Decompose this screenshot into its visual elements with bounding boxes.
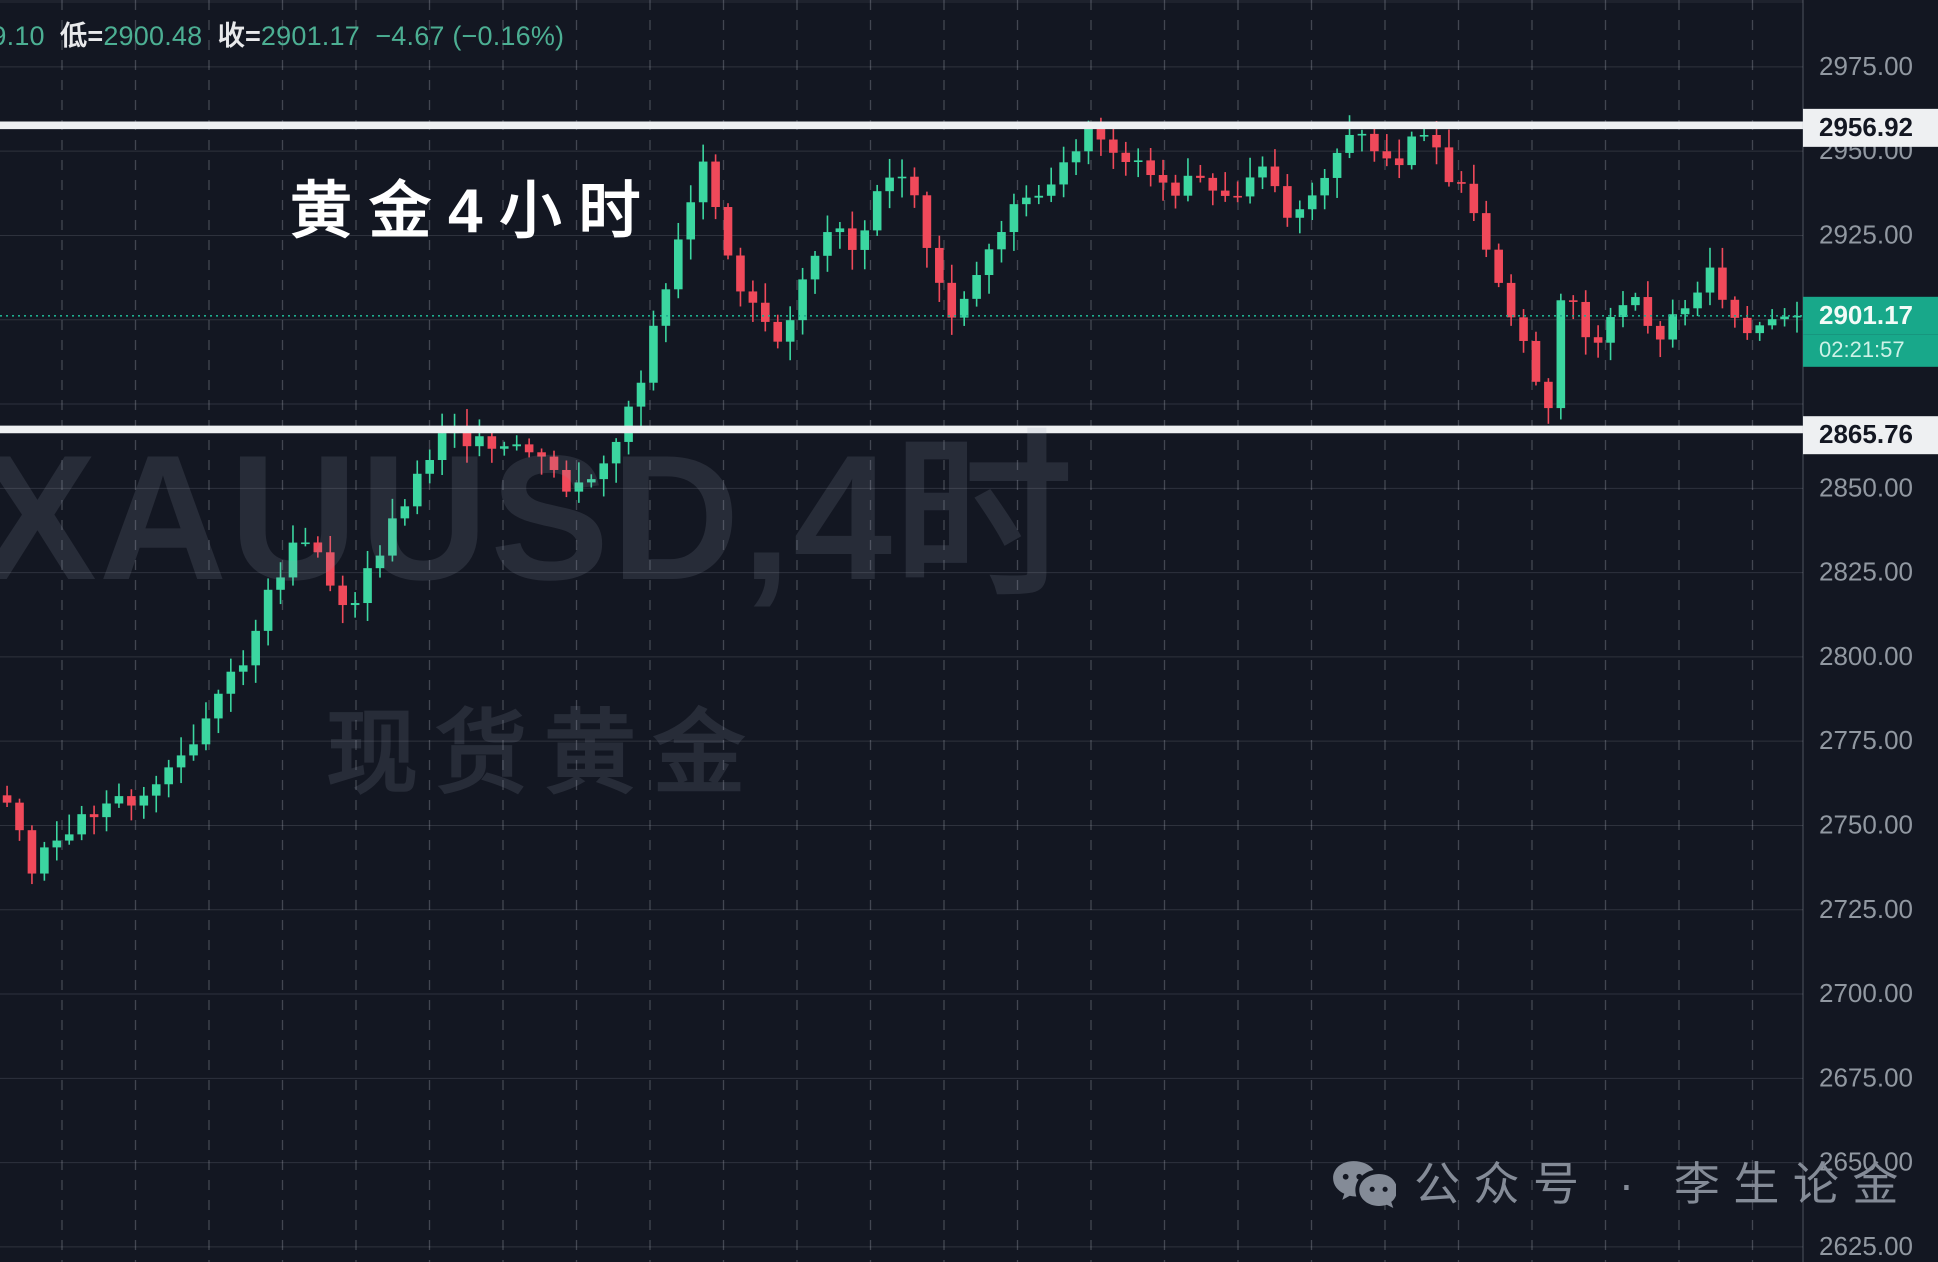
- svg-text:2750.00: 2750.00: [1819, 809, 1913, 839]
- svg-text:2865.76: 2865.76: [1819, 419, 1913, 449]
- svg-text:2800.00: 2800.00: [1819, 641, 1913, 671]
- svg-text:2956.92: 2956.92: [1819, 112, 1913, 142]
- svg-text:2725.00: 2725.00: [1819, 894, 1913, 924]
- svg-text:2975.00: 2975.00: [1819, 51, 1913, 81]
- svg-text:02:21:57: 02:21:57: [1819, 337, 1905, 362]
- svg-text:2700.00: 2700.00: [1819, 978, 1913, 1008]
- svg-text:2825.00: 2825.00: [1819, 557, 1913, 587]
- svg-text:2675.00: 2675.00: [1819, 1062, 1913, 1092]
- svg-text:2925.00: 2925.00: [1819, 219, 1913, 249]
- svg-text:2775.00: 2775.00: [1819, 725, 1913, 755]
- svg-text:2850.00: 2850.00: [1819, 472, 1913, 502]
- svg-text:2901.17: 2901.17: [1819, 300, 1913, 330]
- svg-text:2625.00: 2625.00: [1819, 1231, 1913, 1261]
